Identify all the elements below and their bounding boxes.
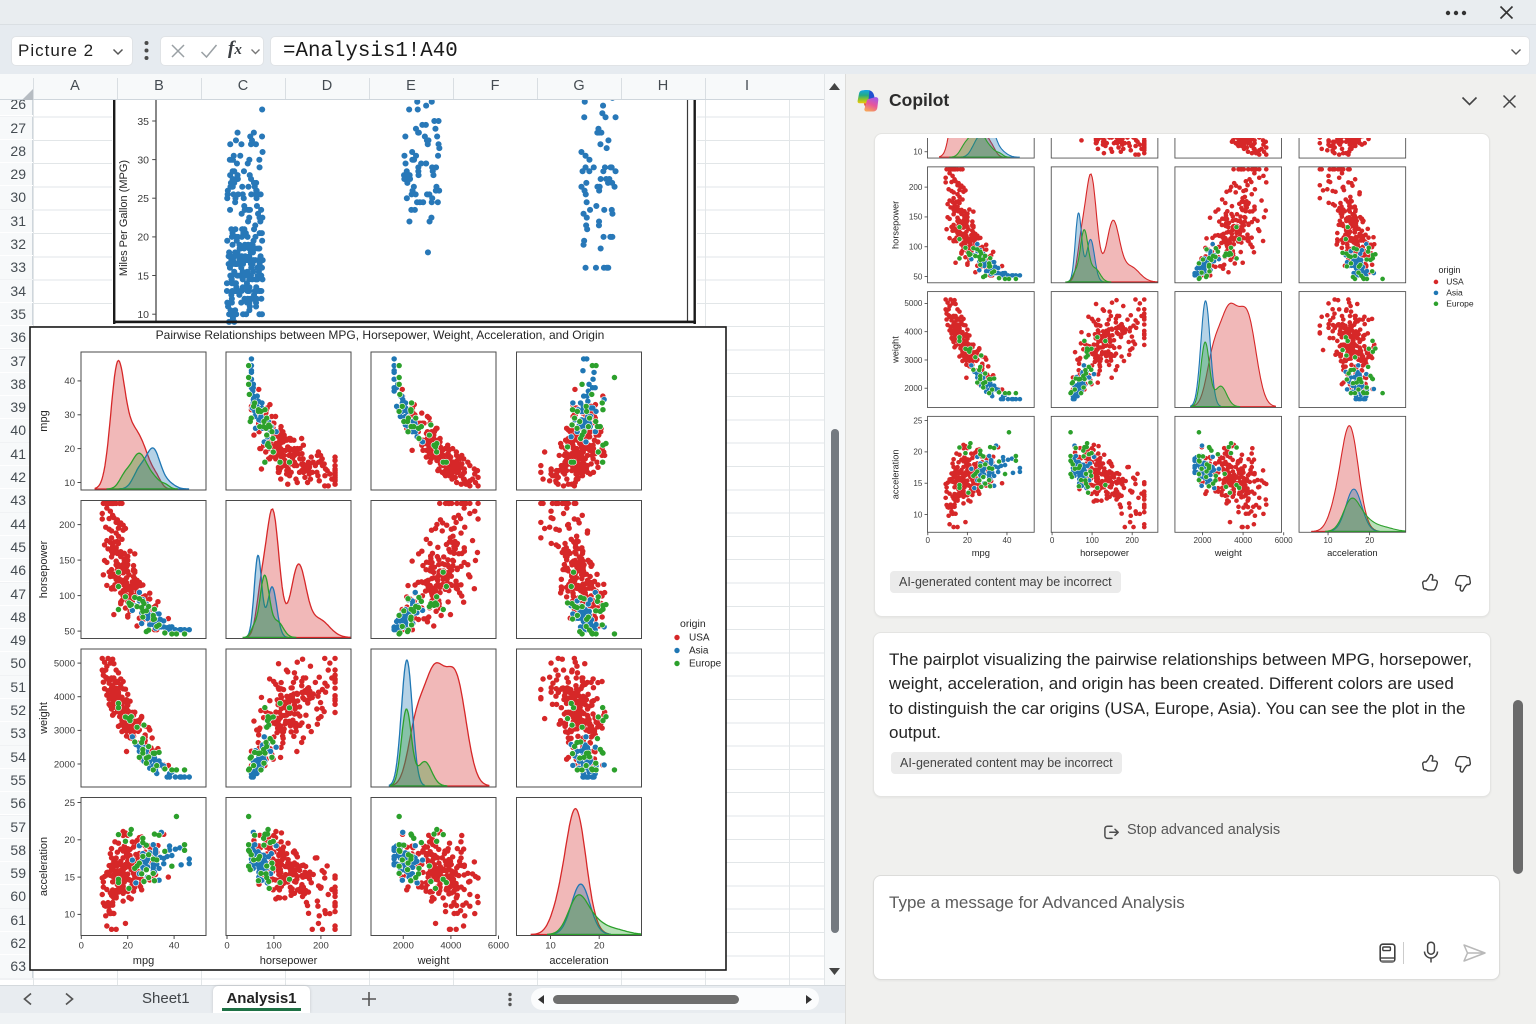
svg-text:Miles Per Gallon (MPG): Miles Per Gallon (MPG) (118, 160, 130, 276)
svg-text:35: 35 (137, 116, 149, 128)
svg-text:10: 10 (137, 309, 149, 321)
svg-text:15: 15 (137, 270, 149, 282)
svg-text:25: 25 (137, 193, 149, 205)
svg-text:30: 30 (137, 154, 149, 166)
svg-text:20: 20 (137, 232, 149, 244)
